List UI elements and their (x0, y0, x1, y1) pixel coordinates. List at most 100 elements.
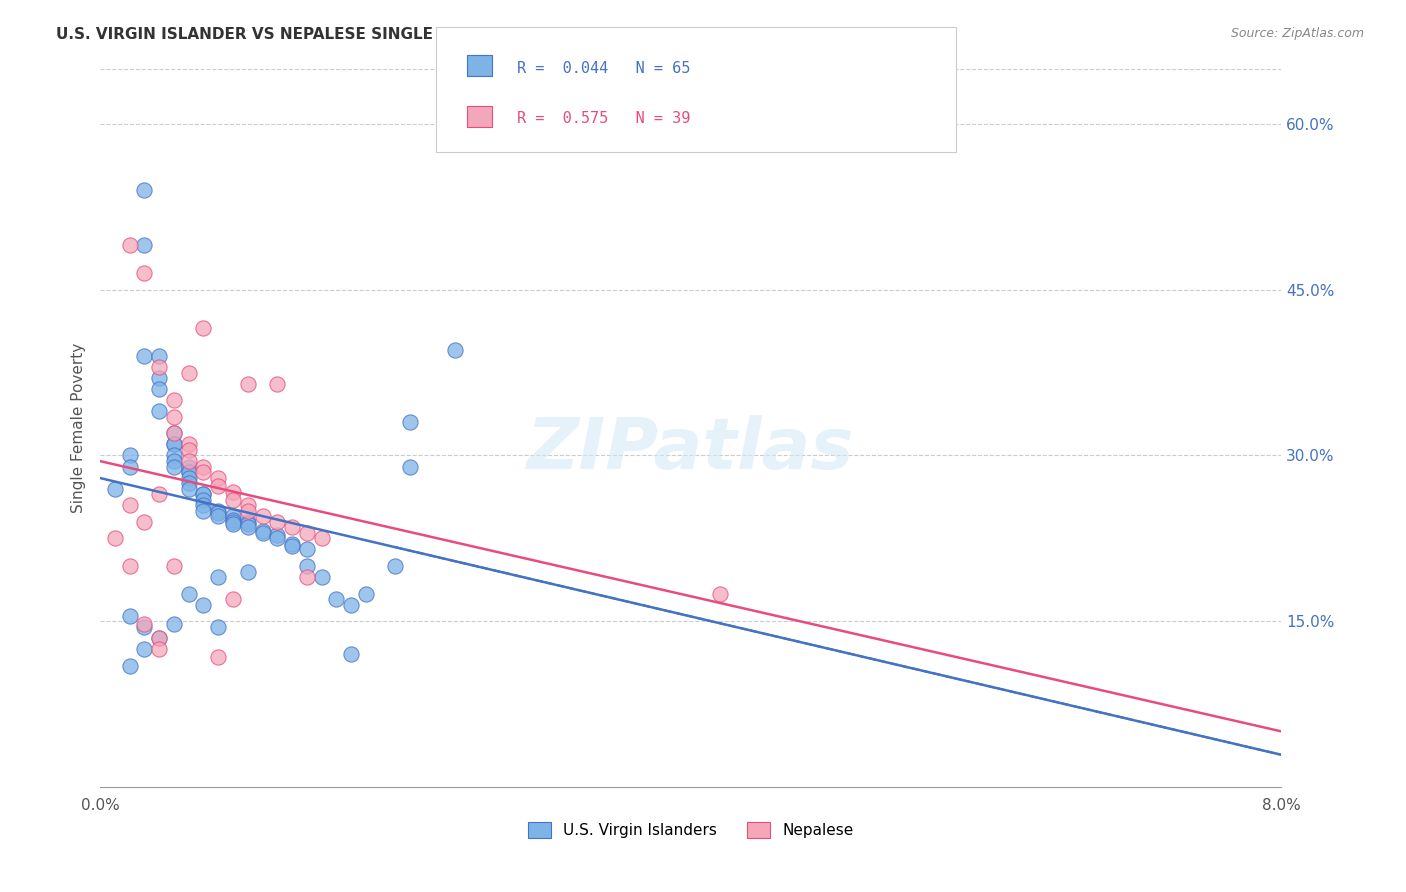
Text: R =  0.044   N = 65: R = 0.044 N = 65 (517, 61, 690, 76)
Nepalese (163, 426, 186, 441)
U.S. Virgin Islanders (118, 608, 141, 623)
Nepalese (134, 266, 156, 280)
U.S. Virgin Islanders (177, 476, 200, 491)
U.S. Virgin Islanders (177, 587, 200, 601)
U.S. Virgin Islanders (134, 620, 156, 634)
U.S. Virgin Islanders (118, 449, 141, 463)
Nepalese (118, 498, 141, 512)
U.S. Virgin Islanders (399, 459, 422, 474)
Nepalese (177, 454, 200, 468)
Nepalese (222, 592, 245, 607)
U.S. Virgin Islanders (177, 465, 200, 479)
U.S. Virgin Islanders (295, 542, 318, 557)
Nepalese (266, 515, 288, 529)
Nepalese (148, 631, 170, 645)
U.S. Virgin Islanders (104, 482, 127, 496)
U.S. Virgin Islanders (281, 537, 304, 551)
Nepalese (163, 559, 186, 574)
Nepalese (281, 520, 304, 534)
U.S. Virgin Islanders (163, 616, 186, 631)
U.S. Virgin Islanders (207, 570, 229, 584)
U.S. Virgin Islanders (193, 504, 215, 518)
Nepalese (266, 376, 288, 391)
U.S. Virgin Islanders (252, 524, 274, 538)
Text: U.S. VIRGIN ISLANDER VS NEPALESE SINGLE FEMALE POVERTY CORRELATION CHART: U.S. VIRGIN ISLANDER VS NEPALESE SINGLE … (56, 27, 778, 42)
Nepalese (118, 559, 141, 574)
Nepalese (193, 459, 215, 474)
U.S. Virgin Islanders (148, 371, 170, 385)
U.S. Virgin Islanders (177, 459, 200, 474)
U.S. Virgin Islanders (193, 498, 215, 512)
U.S. Virgin Islanders (325, 592, 347, 607)
U.S. Virgin Islanders (281, 539, 304, 553)
U.S. Virgin Islanders (163, 454, 186, 468)
U.S. Virgin Islanders (193, 598, 215, 612)
U.S. Virgin Islanders (118, 658, 141, 673)
Nepalese (295, 525, 318, 540)
U.S. Virgin Islanders (148, 404, 170, 418)
U.S. Virgin Islanders (148, 349, 170, 363)
Nepalese (236, 504, 259, 518)
Nepalese (177, 366, 200, 380)
U.S. Virgin Islanders (163, 437, 186, 451)
U.S. Virgin Islanders (177, 482, 200, 496)
Nepalese (311, 532, 333, 546)
U.S. Virgin Islanders (148, 631, 170, 645)
U.S. Virgin Islanders (193, 487, 215, 501)
U.S. Virgin Islanders (236, 515, 259, 529)
Nepalese (207, 470, 229, 484)
Nepalese (252, 509, 274, 524)
Nepalese (148, 359, 170, 374)
Nepalese (134, 515, 156, 529)
U.S. Virgin Islanders (134, 349, 156, 363)
Text: R =  0.575   N = 39: R = 0.575 N = 39 (517, 112, 690, 126)
Nepalese (104, 532, 127, 546)
U.S. Virgin Islanders (163, 459, 186, 474)
Legend: U.S. Virgin Islanders, Nepalese: U.S. Virgin Islanders, Nepalese (522, 816, 860, 844)
U.S. Virgin Islanders (207, 620, 229, 634)
Nepalese (177, 437, 200, 451)
U.S. Virgin Islanders (222, 515, 245, 529)
Nepalese (177, 442, 200, 457)
U.S. Virgin Islanders (163, 449, 186, 463)
U.S. Virgin Islanders (177, 470, 200, 484)
U.S. Virgin Islanders (207, 506, 229, 520)
U.S. Virgin Islanders (266, 528, 288, 542)
U.S. Virgin Islanders (295, 559, 318, 574)
Nepalese (295, 570, 318, 584)
U.S. Virgin Islanders (311, 570, 333, 584)
Nepalese (222, 485, 245, 500)
U.S. Virgin Islanders (354, 587, 377, 601)
U.S. Virgin Islanders (118, 459, 141, 474)
Text: ZIPatlas: ZIPatlas (527, 415, 855, 483)
Nepalese (236, 498, 259, 512)
U.S. Virgin Islanders (222, 513, 245, 527)
U.S. Virgin Islanders (134, 238, 156, 252)
Nepalese (236, 376, 259, 391)
U.S. Virgin Islanders (340, 598, 363, 612)
U.S. Virgin Islanders (236, 520, 259, 534)
U.S. Virgin Islanders (399, 415, 422, 429)
U.S. Virgin Islanders (193, 492, 215, 507)
Nepalese (709, 587, 731, 601)
U.S. Virgin Islanders (236, 565, 259, 579)
U.S. Virgin Islanders (163, 437, 186, 451)
Nepalese (163, 393, 186, 408)
Nepalese (163, 409, 186, 424)
Nepalese (193, 465, 215, 479)
Nepalese (148, 642, 170, 657)
U.S. Virgin Islanders (222, 509, 245, 524)
U.S. Virgin Islanders (177, 465, 200, 479)
U.S. Virgin Islanders (252, 525, 274, 540)
Nepalese (148, 487, 170, 501)
Nepalese (134, 616, 156, 631)
U.S. Virgin Islanders (340, 648, 363, 662)
U.S. Virgin Islanders (207, 504, 229, 518)
U.S. Virgin Islanders (148, 382, 170, 396)
U.S. Virgin Islanders (236, 516, 259, 531)
U.S. Virgin Islanders (443, 343, 465, 358)
Nepalese (207, 649, 229, 664)
Nepalese (207, 479, 229, 493)
Nepalese (222, 492, 245, 507)
U.S. Virgin Islanders (266, 532, 288, 546)
